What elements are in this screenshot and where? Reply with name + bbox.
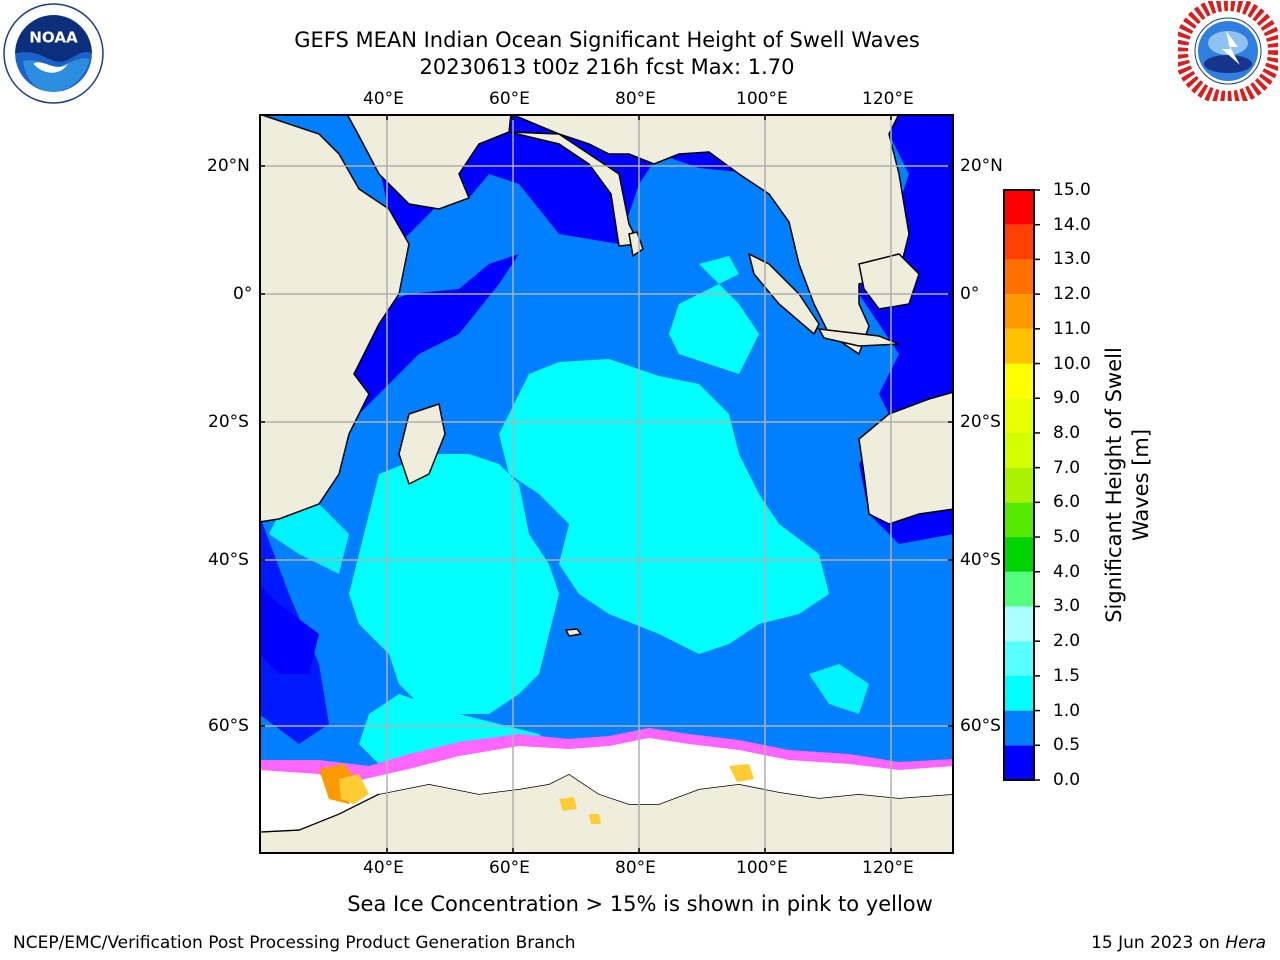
map-frame [259, 114, 954, 854]
footer-date: 15 Jun 2023 on Hera [1091, 932, 1266, 954]
lon-label-bottom-5: 120°E [862, 858, 914, 878]
national-weather-service-logo-icon [1178, 1, 1278, 101]
colorbar-bin-16 [1004, 190, 1034, 225]
colorbar-bin-11 [1004, 363, 1034, 399]
colorbar-tick-label: 1.5 [1053, 665, 1081, 686]
colorbar-tick-label: 9.0 [1053, 388, 1081, 409]
colorbar-bin-2 [1004, 675, 1034, 711]
lon-label-top-5: 120°E [862, 89, 914, 109]
colorbar-tick-label: 15.0 [1053, 180, 1091, 200]
colorbar-title-line1: Significant Height of Swell [1102, 347, 1126, 623]
colorbar-tick-label: 2.0 [1053, 631, 1081, 652]
lon-label-top-4: 100°E [736, 89, 788, 109]
colorbar-bin-14 [1004, 259, 1034, 295]
swell-height-map [258, 112, 955, 855]
colorbar-tick-label: 4.0 [1053, 561, 1081, 582]
footer-host: Hera [1225, 933, 1266, 953]
colorbar-tick-label: 1.0 [1053, 700, 1081, 721]
lat-label-left-3: 20°S [208, 412, 249, 432]
footer-producer: NCEP/EMC/Verification Post Processing Pr… [13, 933, 576, 953]
lat-label-right-2: 0° [960, 284, 980, 304]
lon-label-top-1: 40°E [363, 89, 404, 109]
colorbar-bin-8 [1004, 467, 1034, 503]
sea-ice-footnote-text: Sea Ice Concentration > 15% is shown in … [347, 892, 933, 916]
colorbar-bin-12 [1004, 328, 1034, 364]
colorbar-bin-5 [1004, 571, 1034, 607]
sea-ice-footnote: Sea Ice Concentration > 15% is shown in … [0, 891, 1280, 917]
colorbar-bin-7 [1004, 502, 1034, 538]
svg-text:NOAA: NOAA [29, 28, 78, 46]
colorbar-bin-9 [1004, 432, 1034, 468]
colorbar-tick-label: 5.0 [1053, 527, 1081, 548]
chart-subtitle: 20230613 t00z 216h fcst Max: 1.70 [419, 55, 795, 79]
lon-label-bottom-4: 100°E [736, 858, 788, 878]
noaa-logo-icon: NOAA [3, 3, 104, 104]
sea-ice-edge-pink [259, 728, 954, 786]
colorbar-tick-label: 12.0 [1053, 284, 1091, 305]
colorbar-tick-label: 3.0 [1053, 596, 1081, 617]
colorbar-tick-label: 13.0 [1053, 249, 1091, 270]
colorbar-title-line2: Waves [m] [1129, 428, 1153, 542]
colorbar-tick-label: 6.0 [1053, 492, 1081, 513]
colorbar-bin-4 [1004, 606, 1034, 642]
lat-label-left-4: 40°S [208, 550, 249, 570]
colorbar [1003, 189, 1040, 781]
lat-label-left-2: 0° [233, 284, 253, 304]
colorbar-tick-label: 0.5 [1053, 735, 1081, 756]
colorbar-tick-label: 0.0 [1053, 770, 1081, 790]
lat-label-right-3: 20°S [960, 412, 1001, 432]
colorbar-bin-6 [1004, 537, 1034, 572]
sea-ice-edge-yellow [339, 774, 369, 804]
colorbar-bin-0 [1004, 745, 1034, 780]
chart-title: GEFS MEAN Indian Ocean Significant Heigh… [294, 28, 920, 52]
colorbar-bin-15 [1004, 224, 1034, 260]
colorbar-tick-label: 10.0 [1053, 353, 1091, 374]
map-canvas [258, 112, 955, 855]
lon-label-bottom-2: 60°E [489, 858, 530, 878]
lat-label-left-5: 60°S [208, 716, 249, 736]
lon-label-top-2: 60°E [489, 89, 530, 109]
colorbar-tick-label: 8.0 [1053, 422, 1081, 443]
lon-label-bottom-1: 40°E [363, 858, 404, 878]
land [258, 112, 955, 855]
colorbar-bin-1 [1004, 710, 1034, 746]
lat-label-right-4: 40°S [960, 550, 1001, 570]
colorbar-tick-label: 11.0 [1053, 318, 1091, 339]
map-grid [259, 114, 954, 854]
colorbar-frame [1003, 189, 1035, 781]
lat-label-left-1: 20°N [207, 156, 250, 176]
lon-label-bottom-3: 80°E [615, 858, 656, 878]
colorbar-tick-label: 14.0 [1053, 214, 1091, 235]
colorbar-bin-3 [1004, 641, 1034, 676]
lat-label-right-1: 20°N [960, 156, 1003, 176]
footer-date-text: 15 Jun 2023 on [1091, 933, 1220, 953]
colorbar-bin-13 [1004, 294, 1034, 329]
colorbar-tick-label: 7.0 [1053, 457, 1081, 478]
colorbar-bin-10 [1004, 398, 1034, 433]
lon-label-top-3: 80°E [615, 89, 656, 109]
lat-label-right-5: 60°S [960, 716, 1001, 736]
